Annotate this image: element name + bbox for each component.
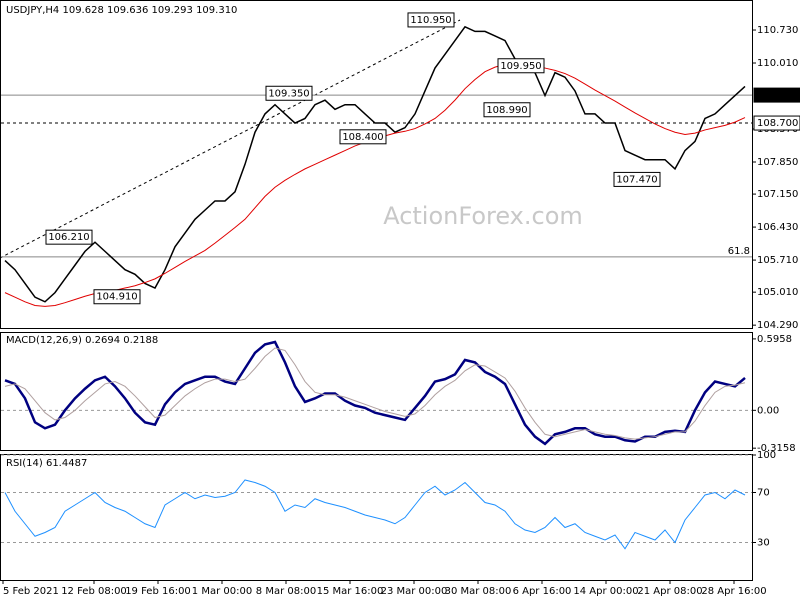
annotation-label: 104.910 [96, 292, 137, 303]
y-tick-label: 106.430 [757, 222, 798, 233]
annotation-label: 110.950 [410, 15, 451, 26]
y-tick-label: 0.5958 [757, 334, 792, 345]
annotation-box [45, 229, 93, 245]
x-tick-label: 28 Apr 16:00 [701, 586, 766, 597]
annotation-box [339, 129, 387, 145]
level-label: 108.700 [757, 118, 798, 129]
macd-line [4, 340, 746, 446]
y-tick-label: 107.150 [757, 189, 798, 200]
level-box [753, 115, 800, 131]
x-tick-label: 14 Apr 00:00 [573, 586, 638, 597]
chart-title: USDJPY,H4 109.628 109.636 109.293 109.31… [6, 5, 237, 16]
y-tick-label: 100 [757, 450, 776, 461]
y-tick-label: 70 [757, 488, 770, 499]
x-tick-label: 19 Feb 16:00 [125, 586, 191, 597]
level-box [753, 87, 800, 103]
annotation-label: 107.470 [616, 174, 657, 185]
level-label: 61.8 [728, 246, 750, 257]
x-tick-label: 8 Mar 08:00 [256, 586, 316, 597]
x-tick-label: 23 Mar 00:00 [381, 586, 448, 597]
annotation-box [613, 171, 661, 187]
annotation-box [407, 12, 455, 28]
x-tick-label: 21 Apr 08:00 [637, 586, 702, 597]
annotation-label: 108.400 [342, 132, 383, 143]
rsi-title: RSI(14) 61.4487 [6, 458, 87, 469]
x-tick-label: 5 Feb 2021 [3, 586, 59, 597]
y-tick-label: 104.290 [757, 320, 798, 331]
macd-title: MACD(12,26,9) 0.2694 0.2188 [6, 335, 158, 346]
trend-line [0, 19, 461, 259]
annotation-label: 106.210 [48, 232, 89, 243]
y-tick-label: 110.010 [757, 58, 798, 69]
rsi-panel [0, 454, 753, 581]
annotation-box [483, 102, 531, 118]
y-tick-label: 110.730 [757, 25, 798, 36]
y-tick-label: 105.010 [757, 287, 798, 298]
x-tick-label: 12 Feb 08:00 [61, 586, 127, 597]
level-label: 109.310 [757, 90, 798, 101]
x-tick-label: 30 Mar 08:00 [445, 586, 512, 597]
macd-panel [0, 332, 753, 451]
rsi-line [4, 479, 746, 550]
price-panel [0, 0, 753, 329]
y-tick-label: 105.710 [757, 255, 798, 266]
annotation-label: 109.350 [268, 88, 309, 99]
x-tick-label: 15 Mar 16:00 [317, 586, 384, 597]
x-tick-label: 6 Apr 16:00 [513, 586, 572, 597]
y-tick-label: 107.850 [757, 157, 798, 168]
watermark: ActionForex.com [383, 202, 583, 230]
annotation-label: 108.990 [486, 105, 527, 116]
annotation-box [265, 85, 313, 101]
y-tick-label: 30 [757, 538, 770, 549]
annotation-box [497, 58, 545, 74]
macd-signal [4, 347, 746, 440]
annotation-label: 109.950 [500, 61, 541, 72]
annotation-box [93, 289, 141, 305]
y-tick-label: -0.3158 [757, 443, 796, 454]
y-tick-label: 0.00 [757, 405, 779, 416]
price-line [4, 25, 746, 303]
x-tick-label: 1 Mar 00:00 [192, 586, 252, 597]
